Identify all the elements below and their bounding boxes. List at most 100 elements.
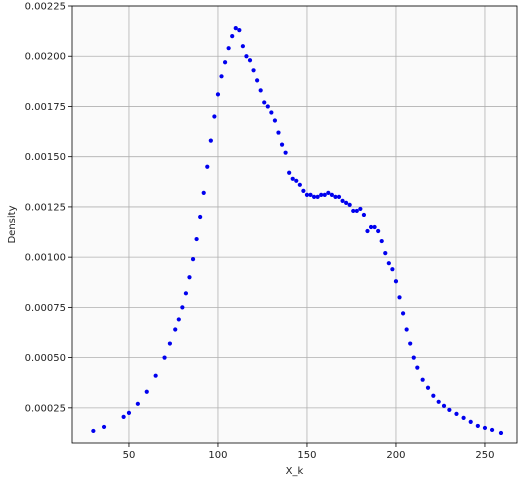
y-tick-label: 0.00225 [25, 2, 66, 13]
data-point [208, 138, 213, 143]
data-point [230, 34, 235, 39]
data-point [121, 414, 126, 419]
data-point [269, 110, 274, 115]
data-point [304, 192, 310, 197]
data-point [482, 425, 488, 431]
data-point [276, 130, 281, 135]
data-point [344, 200, 349, 206]
data-point [436, 399, 441, 404]
data-point [498, 430, 504, 436]
data-point [329, 192, 334, 197]
data-point [215, 92, 221, 97]
data-point [265, 104, 270, 109]
data-point [372, 224, 377, 230]
data-point [390, 267, 395, 272]
data-point [247, 58, 253, 63]
y-tick-label: 0.00025 [25, 403, 66, 414]
y-axis-title: Density [7, 205, 18, 243]
x-axis-ticks: 50 100 150 200 250 [123, 443, 495, 461]
data-point [308, 192, 313, 197]
data-point [198, 214, 203, 220]
data-point [173, 327, 178, 332]
data-point [425, 385, 431, 390]
data-point [297, 182, 302, 187]
data-point [475, 423, 480, 429]
data-point [183, 291, 189, 296]
plot-frame [71, 5, 518, 444]
data-point [420, 377, 425, 382]
data-point [361, 212, 367, 218]
data-point [283, 150, 288, 155]
data-point [258, 88, 263, 93]
data-point [222, 60, 228, 65]
data-point [315, 194, 320, 199]
data-point [365, 228, 370, 234]
data-point [386, 261, 391, 266]
data-point [153, 373, 158, 378]
data-point [354, 208, 359, 214]
data-point [447, 407, 452, 412]
data-point [212, 114, 217, 119]
data-point [135, 401, 140, 406]
data-point [176, 317, 181, 322]
data-point [187, 275, 192, 280]
data-point [340, 198, 345, 203]
x-tick-label: 150 [297, 450, 316, 461]
data-point [336, 194, 342, 199]
data-point [441, 403, 447, 408]
data-point [262, 100, 267, 105]
data-point [489, 427, 495, 433]
data-point [237, 28, 242, 33]
data-point [251, 68, 256, 73]
x-tick-label: 250 [475, 450, 494, 461]
data-point [368, 224, 374, 230]
data-point [319, 192, 324, 197]
data-point [415, 365, 420, 370]
scatter-points [91, 26, 504, 436]
data-point [379, 238, 384, 244]
data-point [294, 178, 299, 183]
data-point [240, 44, 245, 49]
data-point [322, 192, 327, 197]
data-point [226, 46, 231, 51]
x-tick-label: 50 [123, 450, 136, 461]
data-point [351, 208, 356, 214]
y-tick-label: 0.00125 [25, 202, 66, 213]
x-axis-title: X_k [286, 466, 304, 477]
data-point [180, 305, 185, 310]
y-tick-label: 0.00050 [25, 353, 66, 364]
y-tick-label: 0.00200 [25, 52, 66, 63]
data-point [311, 194, 317, 199]
data-point [205, 164, 210, 169]
data-point [290, 176, 295, 181]
data-point [411, 355, 416, 360]
x-tick-label: 100 [208, 450, 227, 461]
data-point [190, 257, 196, 262]
data-point [287, 170, 292, 175]
data-point [383, 251, 388, 256]
data-point [244, 54, 249, 59]
data-point [272, 118, 278, 123]
y-tick-label: 0.00075 [25, 303, 66, 314]
data-point [167, 341, 172, 346]
plot-area [72, 6, 517, 443]
data-point [194, 236, 199, 242]
data-point [219, 74, 224, 79]
y-tick-label: 0.00175 [25, 102, 66, 113]
data-point [431, 393, 436, 398]
data-point [347, 202, 352, 208]
data-point [397, 295, 402, 300]
data-point [468, 419, 473, 425]
data-point [101, 424, 107, 430]
data-point [461, 415, 466, 420]
data-point [358, 206, 363, 212]
y-tick-label: 0.00100 [25, 253, 66, 264]
data-point [91, 428, 96, 434]
data-point [233, 26, 238, 31]
data-point [255, 78, 260, 83]
y-tick-label: 0.00150 [25, 152, 66, 163]
data-point [162, 355, 167, 360]
data-point [279, 142, 285, 147]
x-tick-label: 200 [386, 450, 405, 461]
